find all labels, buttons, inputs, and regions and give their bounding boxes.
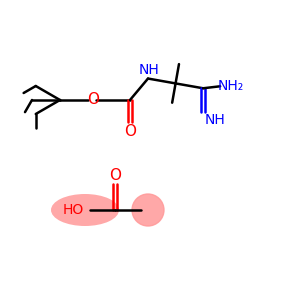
Text: O: O bbox=[87, 92, 99, 107]
Text: O: O bbox=[109, 169, 121, 184]
Text: NH: NH bbox=[204, 113, 225, 127]
Ellipse shape bbox=[51, 194, 119, 226]
Text: NH: NH bbox=[139, 63, 159, 76]
Text: NH₂: NH₂ bbox=[218, 79, 244, 93]
Text: HO: HO bbox=[62, 203, 84, 217]
Text: O: O bbox=[124, 124, 136, 139]
Circle shape bbox=[132, 194, 164, 226]
